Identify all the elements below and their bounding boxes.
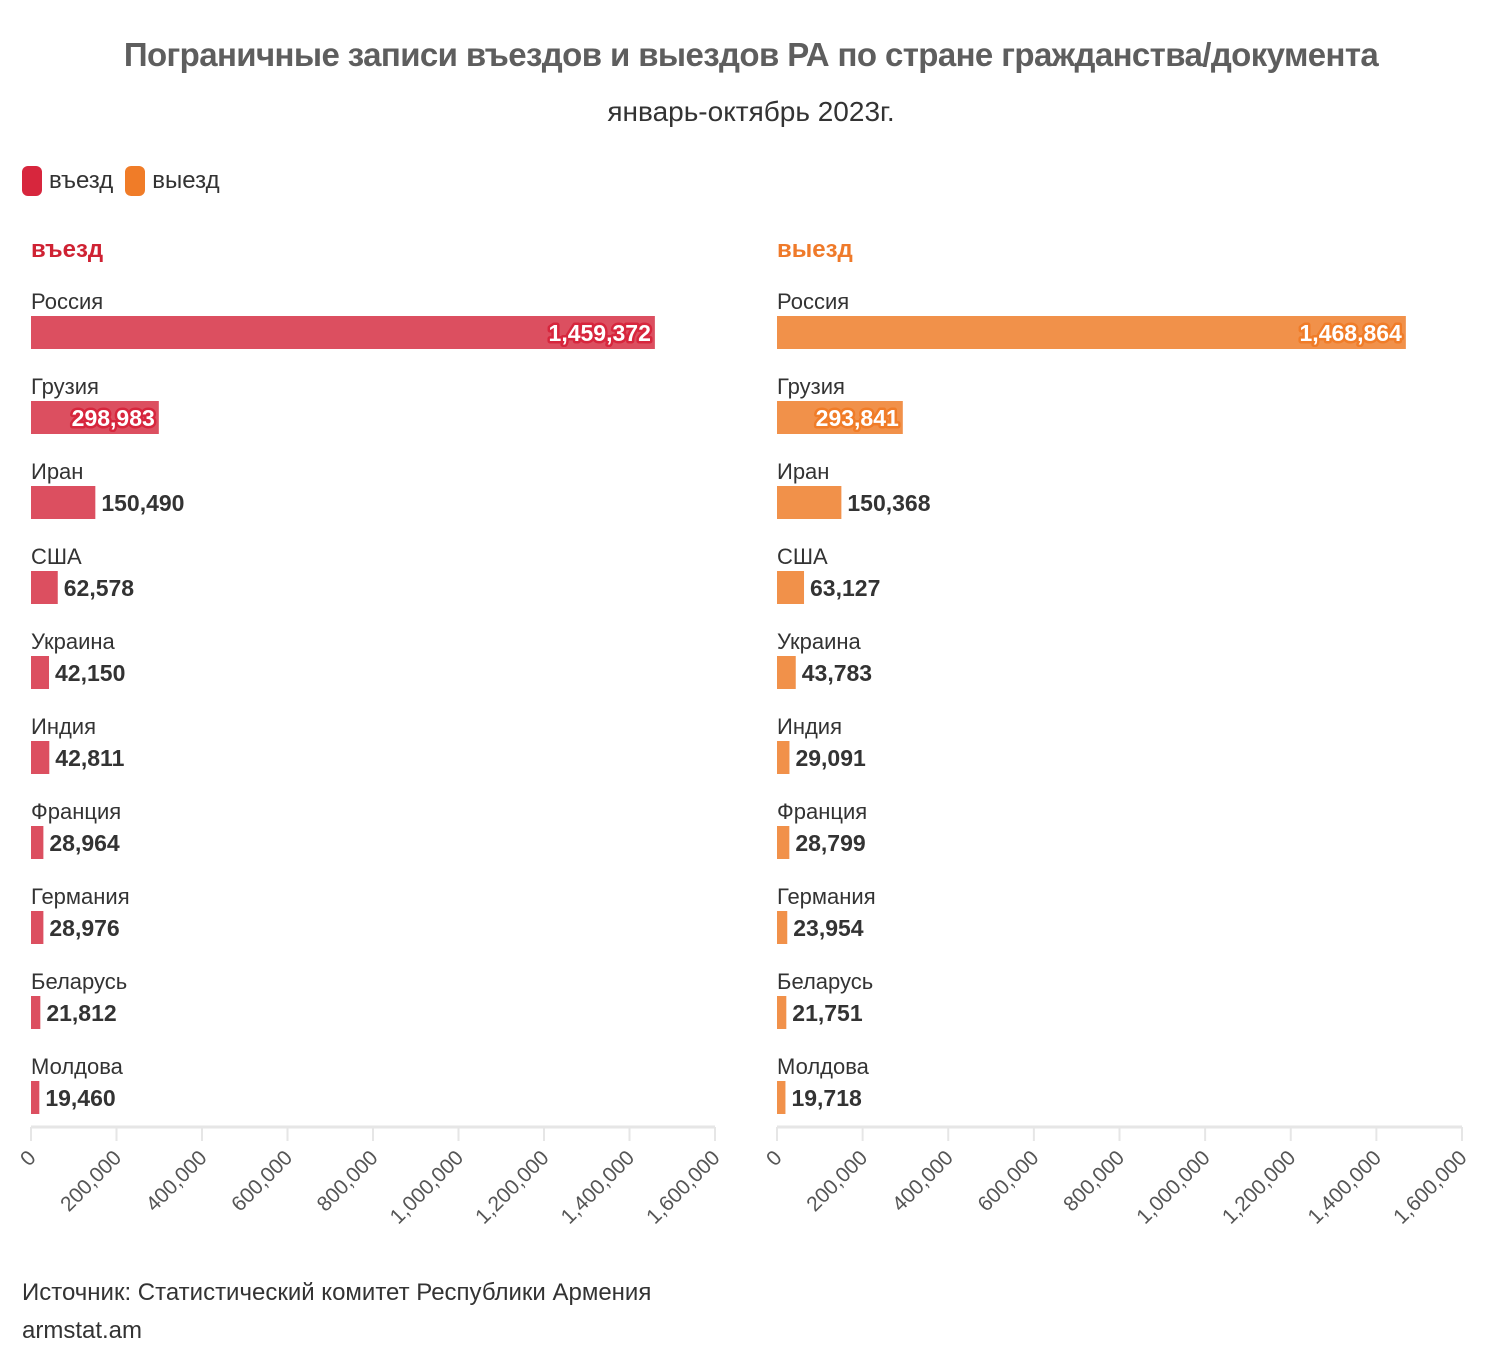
category-label: Украина [31, 629, 116, 654]
x-tick-label: 1,600,000 [1389, 1146, 1471, 1228]
source-note: Источник: Статистический комитет Республ… [22, 1279, 652, 1306]
category-label: Индия [777, 714, 842, 739]
value-label: 21,751 [792, 1000, 863, 1026]
category-label: США [31, 544, 82, 569]
legend-label-entry: въезд [49, 167, 114, 194]
bar-charts: въезд Россия 1,459,372 Грузия 298,983 Иран 150… [16, 236, 1472, 1229]
category-label: Россия [777, 289, 849, 314]
value-label: 62,578 [64, 575, 135, 601]
bar-entry [31, 486, 96, 519]
legend-swatch-exit [125, 166, 146, 196]
footer: Источник: Статистический комитет Республ… [22, 1274, 651, 1350]
bar-entry [31, 1081, 40, 1114]
bar-entry [31, 571, 58, 604]
bar-exit [777, 486, 842, 519]
category-label: Молдова [777, 1054, 870, 1079]
category-label: Беларусь [31, 969, 127, 994]
value-label: 1,459,372 [549, 320, 651, 346]
x-tick-label: 1,200,000 [471, 1146, 553, 1228]
value-label: 150,368 [847, 490, 930, 516]
value-label: 42,150 [55, 660, 125, 686]
bar-exit [777, 1081, 786, 1114]
value-label: 293,841 [816, 405, 899, 431]
value-label: 150,490 [101, 490, 184, 516]
category-label: Грузия [31, 374, 99, 399]
x-tick-label: 600,000 [973, 1146, 1043, 1216]
bar-entry [31, 741, 50, 774]
legend: въезд выезд [22, 166, 220, 196]
bar-exit [777, 826, 790, 859]
value-label: 23,954 [793, 915, 864, 941]
value-label: 29,091 [795, 745, 866, 771]
legend-swatch-entry [22, 166, 42, 196]
category-label: Германия [777, 884, 876, 909]
value-label: 28,799 [795, 830, 865, 856]
x-tick-label: 1,000,000 [386, 1146, 468, 1228]
x-tick-label: 0 [762, 1146, 787, 1171]
bar-exit [777, 316, 1406, 349]
bar-exit [777, 571, 805, 604]
panel-title-entry: въезд [31, 236, 103, 263]
legend-label-exit: выезд [152, 167, 220, 194]
value-label: 63,127 [810, 575, 880, 601]
x-tick-label: 800,000 [313, 1146, 383, 1216]
x-tick-label: 0 [16, 1146, 41, 1171]
category-label: Иран [777, 459, 829, 484]
bar-exit [777, 996, 787, 1029]
bar-entry [31, 911, 44, 944]
chart-subtitle: январь-октябрь 2023г. [607, 96, 895, 127]
bar-exit [777, 741, 790, 774]
chart-title: Пограничные записи въездов и выездов РА … [123, 36, 1379, 73]
legend-item-entry[interactable]: въезд [22, 166, 113, 196]
category-label: Беларусь [777, 969, 873, 994]
bar-entry [31, 316, 655, 349]
bar-exit [777, 911, 788, 944]
x-tick-label: 1,400,000 [557, 1146, 639, 1228]
value-label: 19,718 [791, 1085, 862, 1111]
bar-exit [777, 401, 903, 434]
x-tick-label: 1,200,000 [1218, 1146, 1300, 1228]
bar-exit [777, 656, 796, 689]
x-tick-label: 1,000,000 [1132, 1146, 1214, 1228]
x-tick-label: 400,000 [888, 1146, 958, 1216]
category-label: Франция [777, 799, 867, 824]
x-tick-label: 800,000 [1059, 1146, 1129, 1216]
value-label: 19,460 [45, 1085, 115, 1111]
category-label: Россия [31, 289, 103, 314]
value-label: 28,964 [49, 830, 120, 856]
source-site: armstat.am [22, 1317, 143, 1344]
category-label: Иран [31, 459, 83, 484]
x-tick-label: 200,000 [56, 1146, 126, 1216]
bar-entry [31, 656, 50, 689]
bar-entry [31, 996, 41, 1029]
category-label: Индия [31, 714, 96, 739]
x-tick-label: 1,600,000 [642, 1146, 724, 1228]
category-label: США [777, 544, 828, 569]
value-label: 43,783 [802, 660, 872, 686]
panel-title-exit: выезд [777, 236, 853, 263]
x-tick-label: 1,400,000 [1304, 1146, 1386, 1228]
value-label: 21,812 [46, 1000, 116, 1026]
value-label: 42,811 [55, 745, 124, 771]
category-label: Франция [31, 799, 121, 824]
bar-entry [31, 401, 159, 434]
category-label: Германия [31, 884, 130, 909]
category-label: Грузия [777, 374, 845, 399]
value-label: 298,983 [72, 405, 155, 431]
x-tick-label: 600,000 [227, 1146, 297, 1216]
x-tick-label: 400,000 [142, 1146, 212, 1216]
category-label: Украина [777, 629, 862, 654]
value-label: 28,976 [49, 915, 119, 941]
category-label: Молдова [31, 1054, 124, 1079]
bar-entry [31, 826, 44, 859]
legend-item-exit[interactable]: выезд [125, 166, 220, 196]
x-tick-label: 200,000 [802, 1146, 872, 1216]
value-label: 1,468,864 [1300, 320, 1403, 346]
